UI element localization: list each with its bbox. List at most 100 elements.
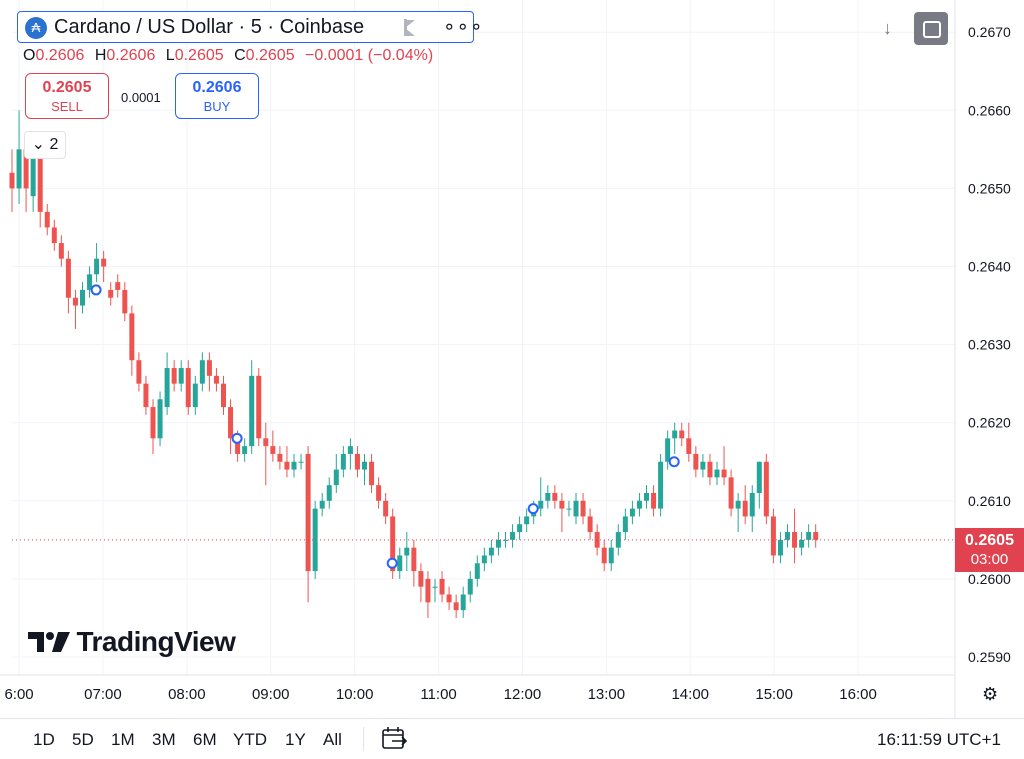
buy-button[interactable]: 0.2606 BUY [175, 73, 259, 119]
ohlc-readout: O0.2606 H0.2606 L0.2605 C0.2605 −0.0001 … [23, 47, 439, 65]
candle-body [171, 368, 177, 384]
candle [94, 243, 100, 283]
range-ytd[interactable]: YTD [233, 730, 267, 749]
candle-body [312, 508, 318, 572]
candle [397, 547, 403, 579]
candle [150, 399, 156, 454]
range-1d[interactable]: 1D [33, 730, 55, 749]
candle [545, 485, 551, 509]
candle-body [94, 258, 100, 275]
sell-button[interactable]: 0.2605 SELL [25, 73, 109, 119]
candle-body [115, 282, 121, 290]
candle [354, 446, 360, 478]
candle [199, 352, 205, 392]
candle [665, 430, 671, 470]
candle [806, 524, 812, 548]
candle [735, 492, 741, 533]
date-range-icon[interactable] [380, 725, 408, 751]
candle [580, 492, 586, 525]
candle [594, 524, 600, 556]
change-value: −0.0001 (−0.04%) [305, 47, 434, 64]
candle-body [495, 539, 501, 548]
scroll-down-icon[interactable]: ↓ [883, 18, 892, 38]
fullscreen-button[interactable] [914, 12, 948, 45]
candle [333, 453, 339, 493]
close-label: C [234, 47, 246, 64]
range-1y[interactable]: 1Y [285, 730, 306, 749]
price-chart[interactable]: 0.2590 0.2600 0.2610 0.2620 0.2630 0.2640 0.26… [0, 0, 1024, 718]
candle [115, 274, 121, 298]
candle-body [785, 532, 790, 540]
candle-body [756, 461, 762, 493]
candle-body [728, 477, 734, 509]
time-tick-label: 08:00 [168, 686, 206, 703]
candle [601, 539, 607, 572]
candle [658, 453, 664, 517]
candle-body [707, 461, 713, 478]
candle [432, 578, 438, 603]
tradingview-logo[interactable]: TradingView [28, 626, 236, 658]
candle [143, 375, 149, 415]
price-axis[interactable]: 0.2590 0.2600 0.2610 0.2620 0.2630 0.2640 0.26… [954, 0, 1011, 718]
candle-body [792, 532, 798, 548]
chart-settings-icon[interactable]: ⚙ [982, 684, 999, 704]
candle-body [559, 500, 565, 509]
symbol-title[interactable]: Cardano / US Dollar · 5 · Coinbase [54, 16, 365, 38]
more-options-icon[interactable]: ∘∘∘ [443, 16, 484, 38]
time-tick-label: 16:00 [839, 686, 877, 703]
range-3m[interactable]: 3M [152, 730, 176, 749]
time-tick-label: 14:00 [671, 686, 709, 703]
symbol-legend[interactable]: ₳ Cardano / US Dollar · 5 · Coinbase ∘∘∘ [17, 11, 483, 43]
time-tick-label: 11:00 [420, 686, 456, 703]
candle [756, 461, 762, 509]
candle-body [206, 360, 212, 376]
candle-body [376, 485, 382, 501]
candle-body [305, 453, 311, 572]
range-all[interactable]: All [323, 730, 342, 749]
candle [312, 500, 318, 579]
candle [178, 360, 184, 392]
candle [72, 289, 78, 329]
event-marker [668, 456, 680, 468]
time-tick-label: 15:00 [755, 686, 793, 703]
candle-body [185, 368, 191, 408]
time-tick-label: 6:00 [4, 686, 33, 703]
range-1m[interactable]: 1M [111, 730, 135, 749]
candle [770, 508, 776, 564]
candle-body [354, 453, 360, 470]
close-value: 0.2605 [245, 47, 295, 64]
candle [418, 563, 424, 603]
candle-body [263, 438, 269, 447]
candle [615, 524, 621, 556]
candle-body [538, 500, 544, 509]
candle [481, 547, 487, 572]
candle-body [693, 453, 699, 470]
candle [622, 508, 628, 540]
candle-body [164, 368, 170, 408]
candle [383, 492, 389, 525]
flag-icon-shape [405, 20, 415, 36]
range-6m[interactable]: 6M [193, 730, 217, 749]
candle-body [524, 516, 530, 525]
candle [777, 532, 783, 564]
candle-body [714, 469, 720, 478]
time-axis[interactable]: 6:00 07:00 08:00 09:00 10:00 11:00 12:00 13:00 1… [0, 674, 955, 703]
candle-body [87, 274, 93, 290]
candle [693, 446, 699, 478]
candle-body [799, 539, 805, 548]
candle [587, 508, 593, 540]
candle [87, 266, 93, 298]
bar-countdown: 03:00 [970, 551, 1009, 568]
indicators-collapse-button[interactable]: ⌄ 2 [24, 131, 66, 159]
time-tick-label: 09:00 [252, 686, 290, 703]
candle-body [129, 313, 135, 361]
range-5d[interactable]: 5D [72, 730, 94, 749]
candle [284, 446, 290, 478]
price-tick-label: 0.2640 [968, 259, 1011, 275]
candle-body [284, 461, 290, 470]
candle-body [749, 492, 755, 517]
candle-body [658, 461, 664, 509]
candle-body [615, 532, 621, 548]
candle-body [256, 375, 262, 439]
timezone-clock[interactable]: 16:11:59 UTC+1 [877, 730, 1001, 749]
